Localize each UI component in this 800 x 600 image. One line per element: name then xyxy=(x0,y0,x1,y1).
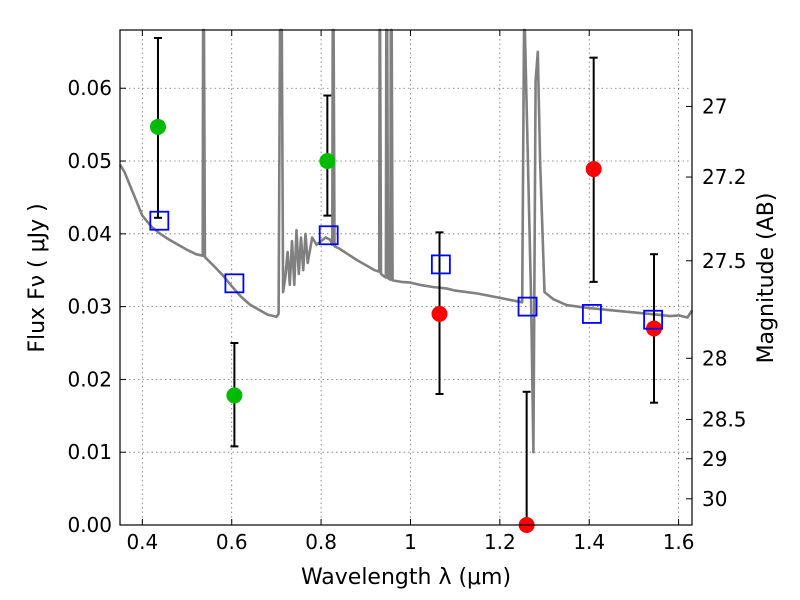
model-square-point xyxy=(643,309,664,330)
red-data-point xyxy=(431,305,448,322)
y-tick-label: 0.06 xyxy=(67,76,112,100)
model-square-point xyxy=(224,273,245,294)
sed-model-line xyxy=(118,28,694,454)
y-tick-label: 0.03 xyxy=(67,295,112,319)
y2-tick-label: 28 xyxy=(702,346,727,370)
x-tick-label: 1 xyxy=(404,530,417,554)
model-square-point xyxy=(517,296,538,317)
model-square-point xyxy=(149,210,170,231)
sed-layer xyxy=(118,28,694,454)
y-axis-label: Flux Fν ( μJy ) xyxy=(25,203,50,352)
x-axis-label: Wavelength λ (μm) xyxy=(301,565,511,590)
x-tick-label: 1.4 xyxy=(573,530,605,554)
y2-tick-label: 28.5 xyxy=(702,407,747,431)
y-tick-label: 0.00 xyxy=(67,513,112,537)
x-tick-label: 0.4 xyxy=(126,530,158,554)
y-tick-label: 0.02 xyxy=(67,367,112,391)
y2-tick-label: 27.5 xyxy=(702,249,747,273)
model-square-point xyxy=(582,303,602,324)
x-tick-label: 0.6 xyxy=(216,530,248,554)
y2-tick-label: 27.2 xyxy=(702,165,747,189)
red-data-point xyxy=(585,161,602,178)
model-square-point xyxy=(318,225,339,246)
x-tick-label: 1.6 xyxy=(663,530,695,554)
x-tick-label: 0.8 xyxy=(305,530,337,554)
y-tick-label: 0.05 xyxy=(67,149,112,173)
points-layer xyxy=(149,118,664,533)
y-tick-label: 0.04 xyxy=(67,222,112,246)
x-tick-label: 1.2 xyxy=(484,530,516,554)
green-data-point xyxy=(149,118,166,135)
y-tick-label: 0.01 xyxy=(67,440,112,464)
y2-tick-label: 27 xyxy=(702,94,727,118)
tick-layer: 0.4 0.6 0.8 1 1.2 1.4 1.6 0.00 0.01 0.02 0.03 0.04 0… xyxy=(67,30,747,554)
green-data-point xyxy=(226,387,243,404)
y2-axis-label: Magnitude (AB) xyxy=(754,193,779,364)
grid-layer xyxy=(120,30,692,525)
y2-tick-label: 30 xyxy=(702,487,727,511)
plot-frame xyxy=(119,29,693,526)
green-data-point xyxy=(319,153,336,170)
model-square-point xyxy=(430,254,451,275)
y2-tick-label: 29 xyxy=(702,447,727,471)
